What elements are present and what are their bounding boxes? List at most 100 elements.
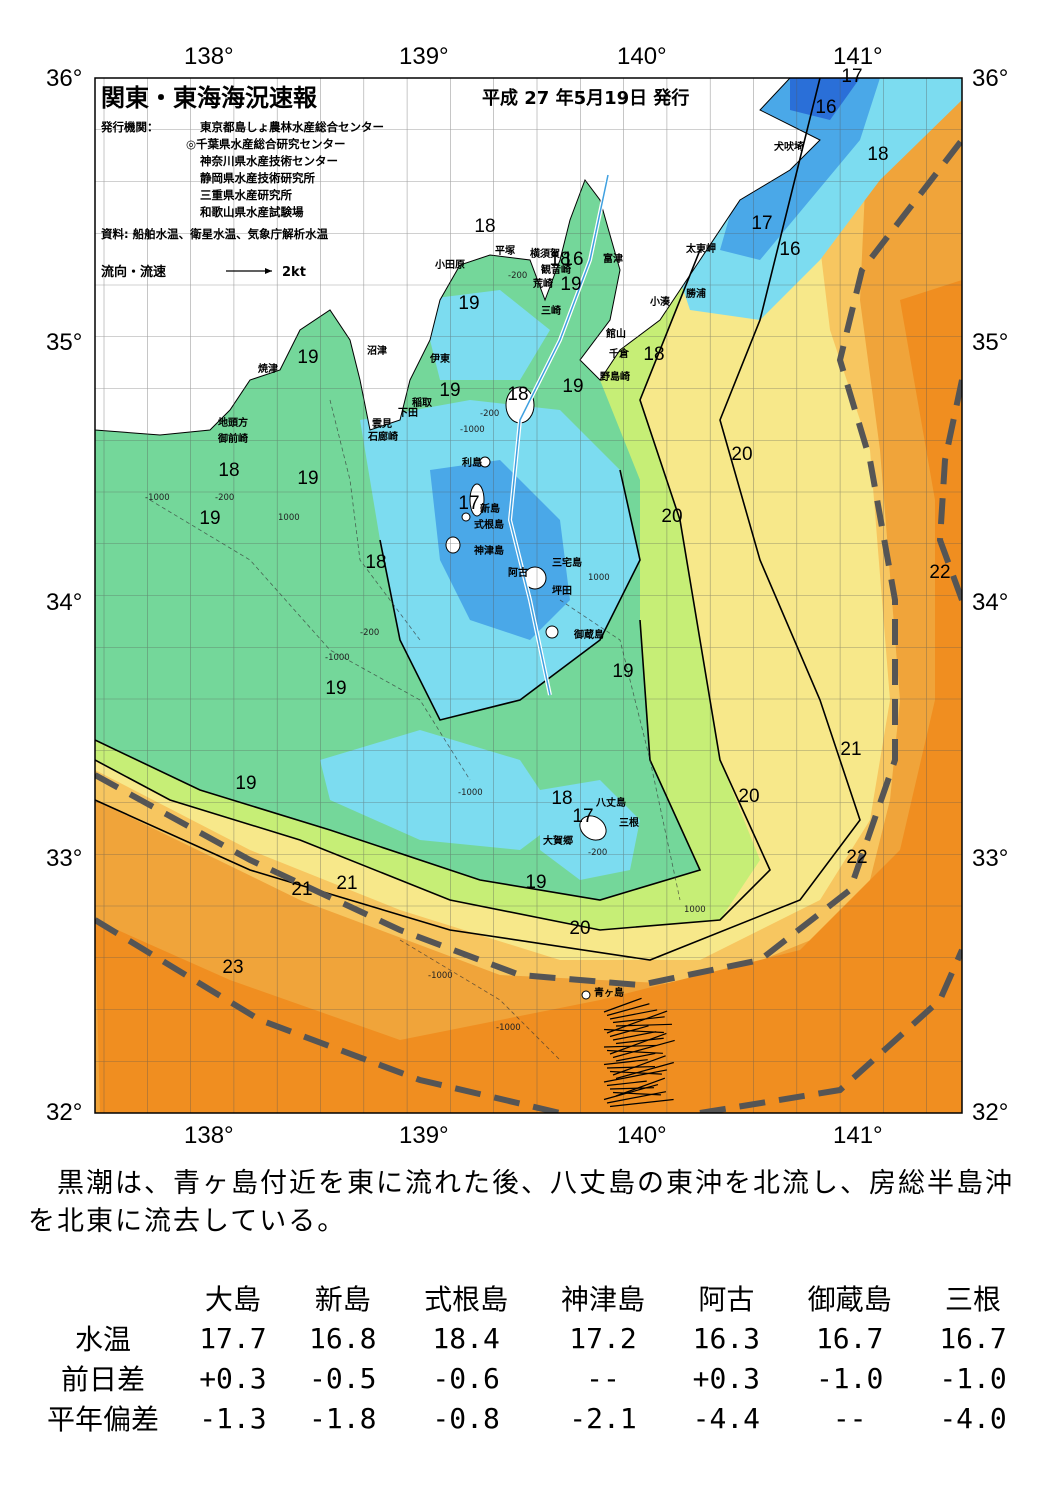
table-cell: --: [586, 1361, 620, 1395]
column-header: 大島: [204, 1283, 261, 1316]
sea-area-18-sagami: [420, 290, 550, 380]
place-label: 御前崎: [217, 432, 248, 445]
isotherm-label: 16: [562, 249, 583, 270]
kuroshio-main-axis: [95, 138, 962, 989]
isotherm-label: 17: [458, 493, 479, 514]
place-label: 焼津: [258, 362, 278, 375]
table-cell: -1.3: [199, 1401, 267, 1435]
place-label: 勝浦: [686, 287, 706, 300]
depth-label: 1000: [278, 513, 300, 523]
current-vector: [603, 1059, 648, 1066]
table-cell: -4.0: [939, 1401, 1007, 1435]
issue-date: 平成 27 年5月19日 発行: [482, 87, 689, 109]
current-vector: [609, 1032, 667, 1055]
current-vector: [615, 1037, 664, 1045]
depth-label: 1000: [588, 573, 610, 583]
depth-label: -200: [508, 271, 527, 281]
place-label: 新島: [480, 502, 500, 515]
place-label: 平塚: [495, 244, 515, 257]
table-cell: 16.7: [815, 1321, 884, 1355]
isotherm-label: 19: [235, 773, 256, 794]
isotherm-label: 19: [458, 293, 479, 314]
isotherm-label: 19: [297, 347, 318, 368]
current-vector: [606, 1003, 650, 1017]
place-label: 野島崎: [600, 370, 630, 383]
place-label: 伊東: [429, 352, 450, 365]
current-vector: [606, 1091, 667, 1104]
column-header: 御蔵島: [807, 1283, 892, 1316]
column-header: 三根: [945, 1283, 1002, 1316]
isotherm-label: 20: [731, 444, 752, 465]
place-label: 稲取: [412, 396, 433, 409]
kuroshio-south-axis: [699, 948, 962, 1113]
issuer: 東京都島しょ農林水産総合センター: [200, 120, 384, 134]
isotherm-label: 18: [549, 249, 570, 270]
depth-label: -1000: [145, 493, 170, 503]
map-frame: [94, 77, 963, 1114]
table-row: 水温 17.7 16.8 18.4 17.2 16.3 16.7 16.7: [28, 1318, 1028, 1358]
isotherm-label: 18: [474, 216, 495, 237]
current-vector: [612, 1039, 675, 1059]
isotherm-label: 19: [325, 678, 346, 699]
table-cell: +0.3: [692, 1361, 761, 1395]
ship-track-line: [509, 174, 609, 696]
table-cell: -1.8: [309, 1401, 377, 1435]
lat-label-right: 33°: [972, 845, 1008, 872]
kuroshio-axis: [95, 138, 962, 1113]
table-cell: +0.3: [199, 1361, 267, 1395]
place-label: 富津: [603, 252, 623, 265]
current-vector: [612, 1031, 657, 1041]
isotherm-label: 18: [507, 384, 528, 405]
isotherm-label: 22: [929, 562, 950, 583]
row-label: 平年偏差: [46, 1403, 159, 1436]
isotherm-label: 19: [560, 274, 581, 295]
isotherm-label: 18: [867, 144, 888, 165]
place-label: 三根: [619, 816, 639, 829]
isotherm-lines: [95, 78, 861, 961]
table-cell: -2.1: [569, 1401, 637, 1435]
current-vector: [603, 1069, 667, 1083]
place-label: 青ヶ島: [594, 986, 624, 999]
table-cell: --: [832, 1401, 867, 1435]
current-vector: [606, 1065, 655, 1069]
place-label: 地頭方: [218, 416, 248, 429]
issuer: 和歌山県水産試験場: [200, 205, 304, 219]
depth-label: -1000: [428, 971, 453, 981]
isotherm-label: 19: [297, 468, 318, 489]
kuroshio-east-axis: [936, 379, 962, 602]
isotherm-label: 20: [738, 786, 759, 807]
place-label: 小湊: [649, 295, 671, 308]
isotherm-label: 19: [525, 872, 546, 893]
isotherm-label: 21: [291, 879, 312, 900]
depth-label: -1000: [458, 788, 483, 798]
current-vector: [609, 1025, 649, 1038]
table-cell: -0.8: [432, 1401, 500, 1435]
place-label: 石廊崎: [367, 430, 398, 443]
table-cell: -1.0: [815, 1361, 884, 1395]
depth-contours: [149, 399, 681, 1061]
island-toshima: [479, 456, 491, 468]
isotherm-label: 23: [222, 957, 243, 978]
current-vector: [609, 1009, 658, 1020]
island-shikinejima: [461, 512, 471, 522]
place-label: 大賀郷: [543, 834, 573, 847]
lat-label-right: 35°: [972, 329, 1008, 356]
place-label: 神津島: [474, 544, 504, 557]
lon-label-bottom: 140°: [617, 1122, 667, 1149]
lon-label-top: 140°: [617, 43, 667, 70]
isotherm-label: 18: [643, 344, 664, 365]
column-header: 阿古: [698, 1283, 755, 1316]
place-label: 太東岬: [685, 242, 716, 255]
isotherm-19: [95, 619, 702, 901]
depth-label: -200: [588, 848, 607, 858]
observation-table: 大島 新島 式根島 神津島 阿古 御蔵島 三根 水温 17.7 16.8 18.…: [28, 1278, 1028, 1438]
depth-label: -1000: [325, 653, 350, 663]
column-header: 新島: [314, 1283, 371, 1316]
current-vector: [612, 1055, 666, 1076]
place-label: 雲見: [372, 418, 392, 430]
isotherm-label: 21: [336, 873, 357, 894]
isotherm-label: 19: [199, 508, 220, 529]
place-label: 八丈島: [595, 796, 626, 809]
map-title: 関東・東海海況速報: [101, 84, 318, 112]
isotherm-label: 19: [562, 376, 583, 397]
